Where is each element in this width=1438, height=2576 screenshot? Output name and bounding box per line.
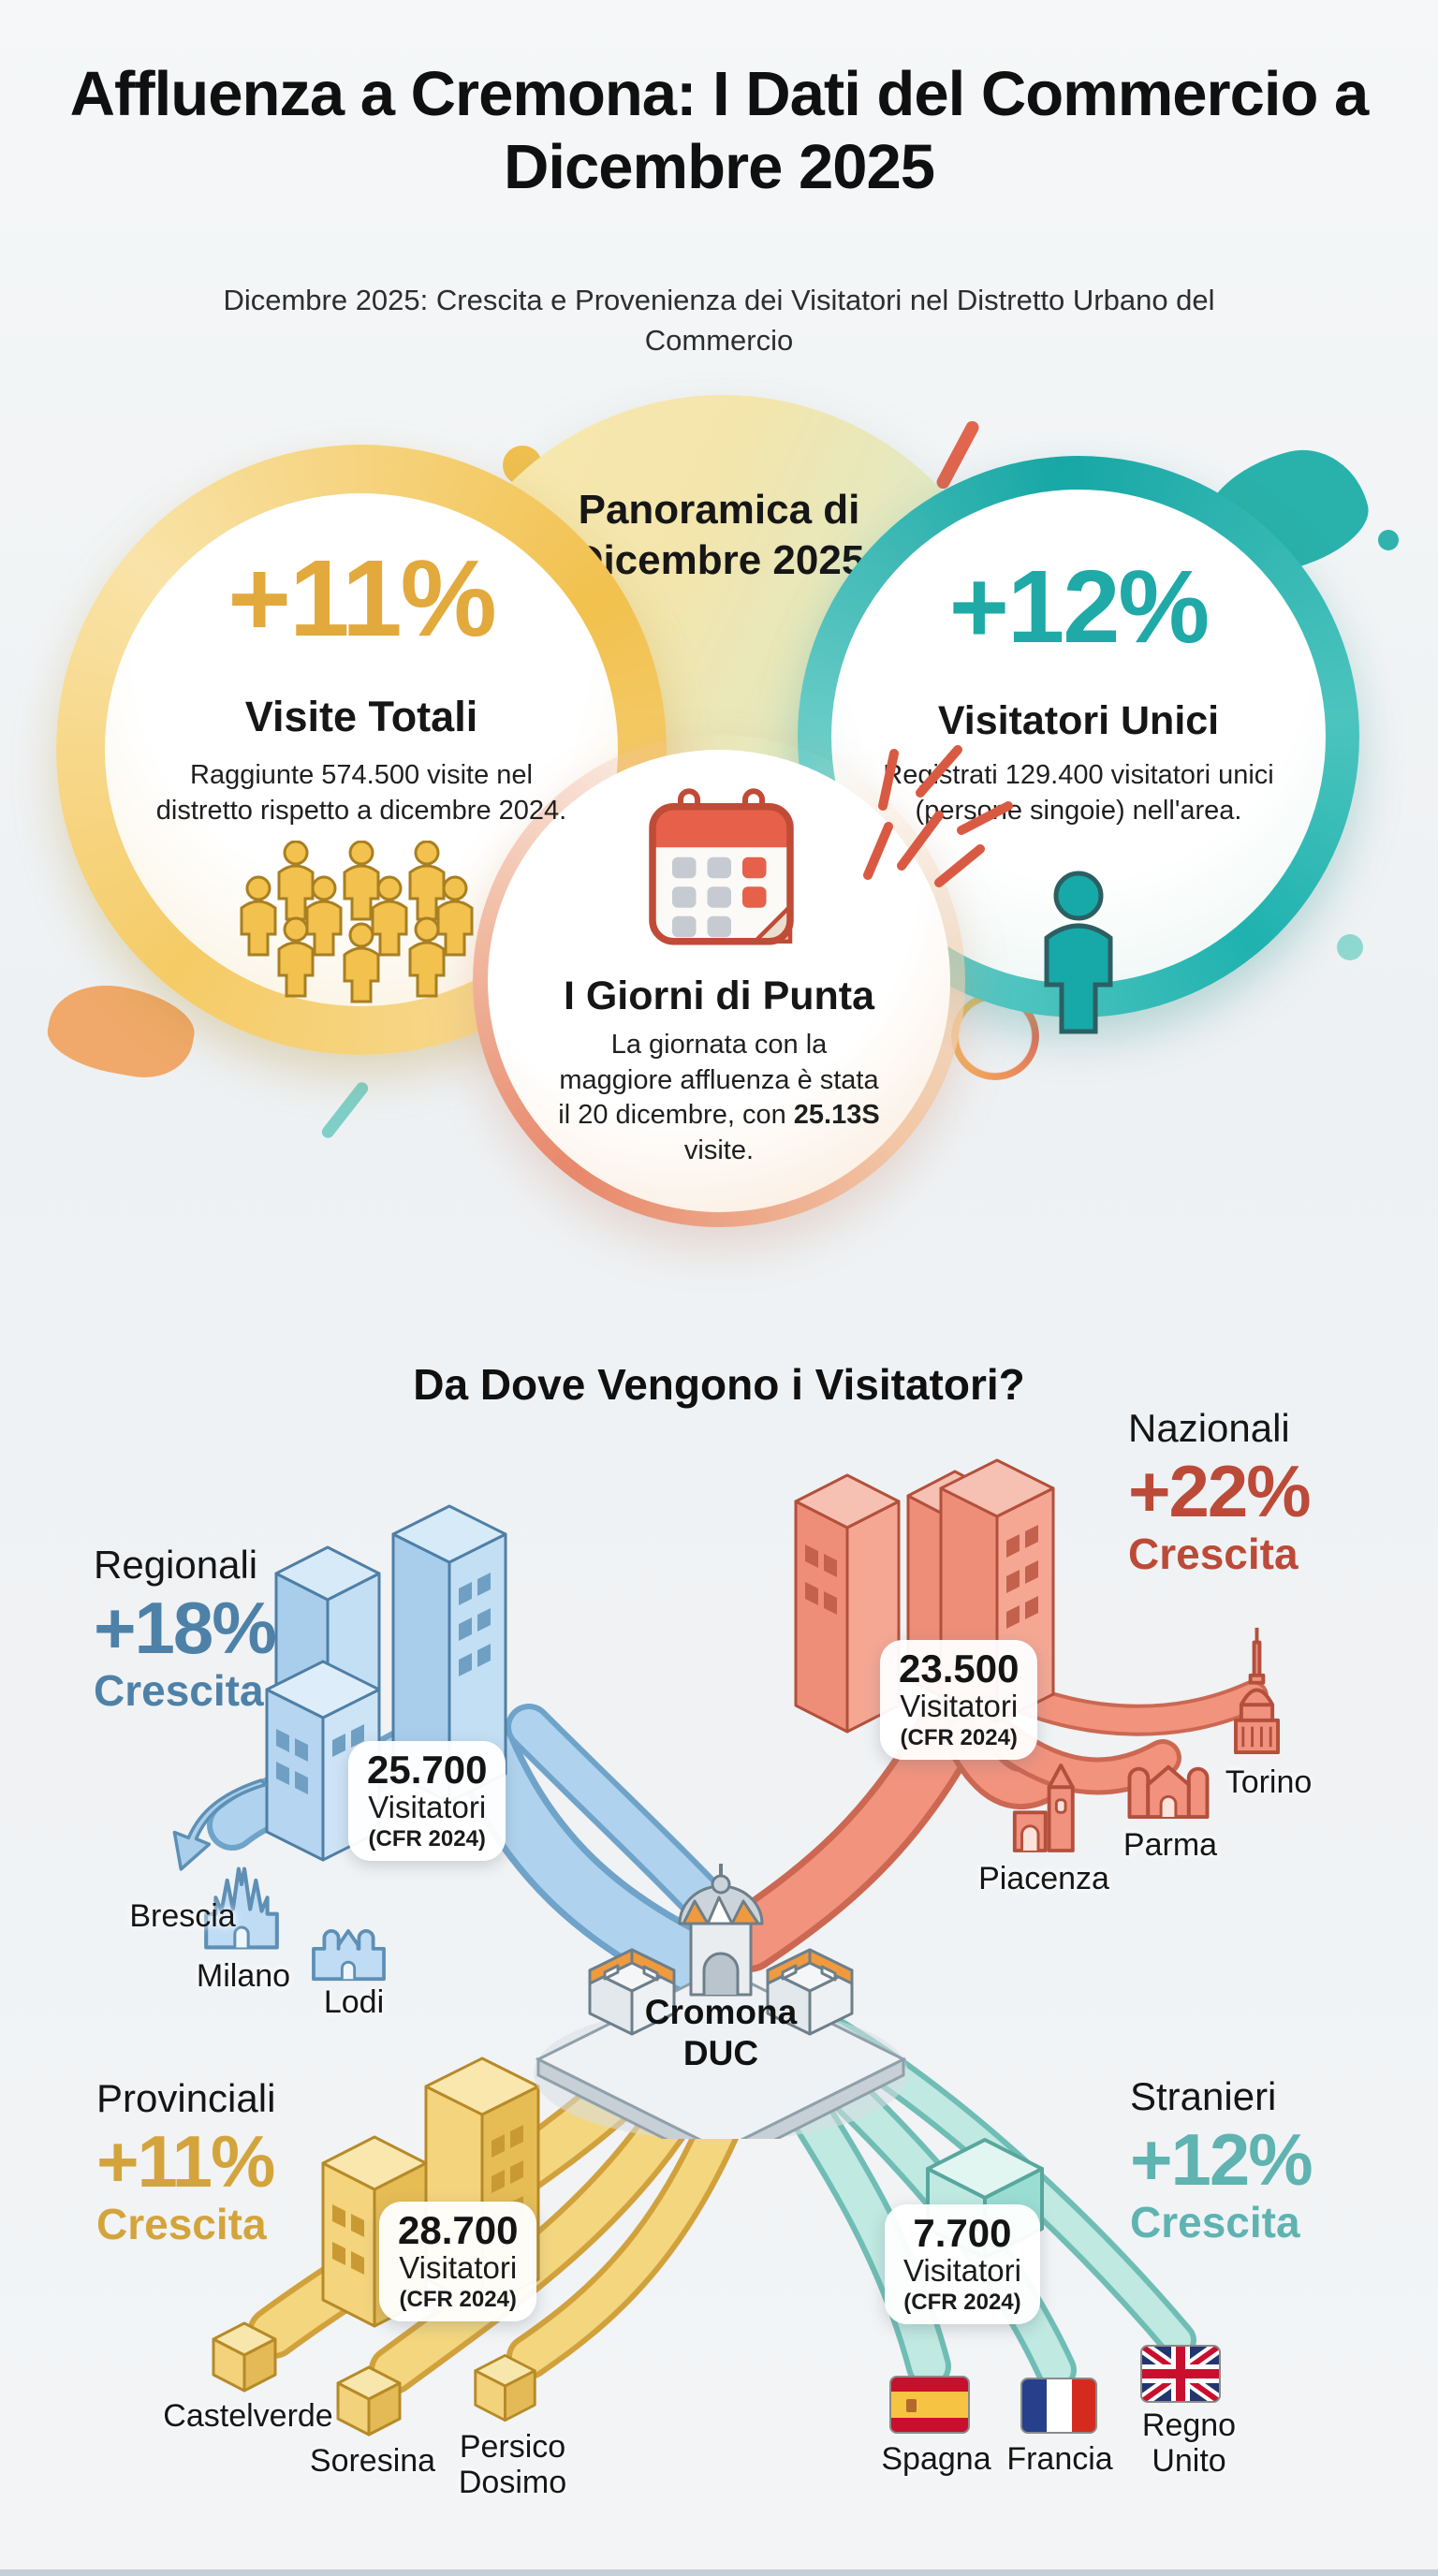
place-regno-unito: Regno Unito bbox=[1141, 2408, 1237, 2480]
castelverde-cube-icon bbox=[212, 2321, 277, 2393]
parma-landmark-icon bbox=[1127, 1764, 1210, 1820]
bottom-edge-line bbox=[0, 2569, 1438, 2576]
place-francia: Francia bbox=[1006, 2441, 1113, 2477]
stranieri-visitors-note: (CFR 2024) bbox=[903, 2290, 1021, 2316]
place-persico-dosimo: Persico Dosimo bbox=[458, 2429, 567, 2501]
provinciali-visitors-note: (CFR 2024) bbox=[399, 2287, 517, 2313]
place-soresina: Soresina bbox=[309, 2443, 436, 2479]
teal-dot-decor bbox=[1378, 530, 1399, 550]
place-parma: Parma bbox=[1123, 1827, 1218, 1863]
nazionali-visitors-badge: 23.500 Visitatori (CFR 2024) bbox=[880, 1640, 1038, 1761]
page-subtitle: Dicembre 2025: Crescita e Provenienza de… bbox=[223, 284, 1215, 357]
spain-flag-icon bbox=[889, 2376, 970, 2434]
nazionali-visitors-label: Visitatori bbox=[900, 1689, 1019, 1724]
burst-lines-icon bbox=[863, 745, 1013, 887]
group-nazionali: Nazionali +22% Crescita bbox=[1128, 1406, 1428, 1578]
group-stranieri-growth-label: Crescita bbox=[1130, 2197, 1300, 2247]
regionali-visitors-value: 25.700 bbox=[367, 1748, 488, 1792]
hub-label: Cromona DUC bbox=[613, 1992, 829, 2073]
hub-label-line1: Cromona bbox=[644, 1993, 798, 2031]
uk-flag-icon bbox=[1140, 2345, 1221, 2403]
group-provinciali-growth: +11% bbox=[96, 2120, 275, 2203]
group-regionali-growth-label: Crescita bbox=[94, 1665, 264, 1715]
place-piacenza: Piacenza bbox=[978, 1861, 1109, 1896]
place-lodi: Lodi bbox=[323, 1984, 385, 2020]
place-milano: Milano bbox=[196, 1958, 291, 1994]
place-brescia: Brescia bbox=[129, 1898, 236, 1934]
lodi-landmark-icon bbox=[312, 1929, 386, 1982]
place-torino: Torino bbox=[1225, 1764, 1313, 1800]
group-stranieri-growth: +12% bbox=[1130, 2118, 1313, 2201]
provinciali-visitors-value: 28.700 bbox=[398, 2208, 519, 2252]
group-provinciali-name: Provinciali bbox=[96, 2076, 276, 2120]
unique-visitors-description: Registrati 129.400 visitatori unici (per… bbox=[883, 760, 1274, 826]
provinciali-visitors-label: Visitatori bbox=[399, 2250, 518, 2286]
group-regionali-growth: +18% bbox=[94, 1587, 277, 1669]
provinciali-visitors-badge: 28.700 Visitatori (CFR 2024) bbox=[379, 2202, 537, 2322]
group-nazionali-growth: +22% bbox=[1128, 1450, 1312, 1532]
peak-days-description-end: visite. bbox=[683, 1135, 755, 1166]
regionali-visitors-badge: 25.700 Visitatori (CFR 2024) bbox=[348, 1741, 506, 1862]
france-flag-icon bbox=[1020, 2378, 1097, 2434]
hub-label-line2: DUC bbox=[682, 2033, 759, 2072]
nazionali-visitors-value: 23.500 bbox=[899, 1647, 1020, 1690]
place-spagna: Spagna bbox=[881, 2441, 991, 2477]
group-stranieri: Stranieri +12% Crescita bbox=[1130, 2074, 1430, 2247]
single-person-icon bbox=[1044, 871, 1113, 1034]
group-provinciali: Provinciali +11% Crescita bbox=[96, 2076, 396, 2248]
regionali-visitors-note: (CFR 2024) bbox=[368, 1826, 486, 1852]
group-provinciali-growth-label: Crescita bbox=[96, 2199, 267, 2248]
total-visits-value: +11% bbox=[227, 537, 497, 659]
total-visits-description: Raggiunte 574.500 visite nel distretto r… bbox=[155, 760, 567, 826]
peak-days-description-start: La giornata con la maggiore affluenza è … bbox=[558, 1030, 879, 1131]
group-regionali: Regionali +18% Crescita bbox=[94, 1543, 393, 1715]
milano-duomo-icon bbox=[204, 1866, 279, 1950]
stranieri-visitors-label: Visitatori bbox=[903, 2253, 1021, 2289]
peak-days-value: 25.13S bbox=[793, 1100, 880, 1131]
overview-heading: Panoramica di Dicembre 2025 bbox=[573, 487, 865, 583]
peak-days-description: La giornata con la maggiore affluenza è … bbox=[554, 1028, 884, 1169]
group-nazionali-growth-label: Crescita bbox=[1128, 1529, 1299, 1578]
unique-visitors-label: Visitatori Unici bbox=[937, 698, 1220, 743]
total-visits-label: Visite Totali bbox=[244, 693, 478, 740]
persico-dosimo-cube-icon bbox=[474, 2353, 536, 2422]
brescia-arrow-icon bbox=[172, 1778, 268, 1871]
piacenza-landmark-icon bbox=[1012, 1764, 1075, 1852]
group-regionali-name: Regionali bbox=[94, 1543, 258, 1587]
regionali-visitors-label: Visitatori bbox=[368, 1790, 487, 1825]
peak-days-label: I Giorni di Punta bbox=[563, 973, 875, 1018]
page-title: Affluenza a Cremona: I Dati del Commerci… bbox=[69, 59, 1370, 202]
torino-mole-icon bbox=[1234, 1627, 1280, 1755]
place-castelverde: Castelverde bbox=[163, 2398, 333, 2434]
origins-heading: Da Dove Vengono i Visitatori? bbox=[413, 1360, 1025, 1409]
group-stranieri-name: Stranieri bbox=[1130, 2074, 1277, 2118]
group-nazionali-name: Nazionali bbox=[1128, 1406, 1290, 1450]
nazionali-visitors-note: (CFR 2024) bbox=[900, 1725, 1018, 1751]
unique-visitors-value: +12% bbox=[948, 549, 1210, 665]
calendar-icon bbox=[649, 788, 794, 945]
teal-dot-decor-2 bbox=[1337, 934, 1363, 960]
stranieri-visitors-value: 7.700 bbox=[913, 2211, 1012, 2255]
soresina-cube-icon bbox=[336, 2365, 402, 2437]
stranieri-visitors-badge: 7.700 Visitatori (CFR 2024) bbox=[885, 2204, 1040, 2325]
hub-platform-icon bbox=[534, 1864, 908, 2139]
